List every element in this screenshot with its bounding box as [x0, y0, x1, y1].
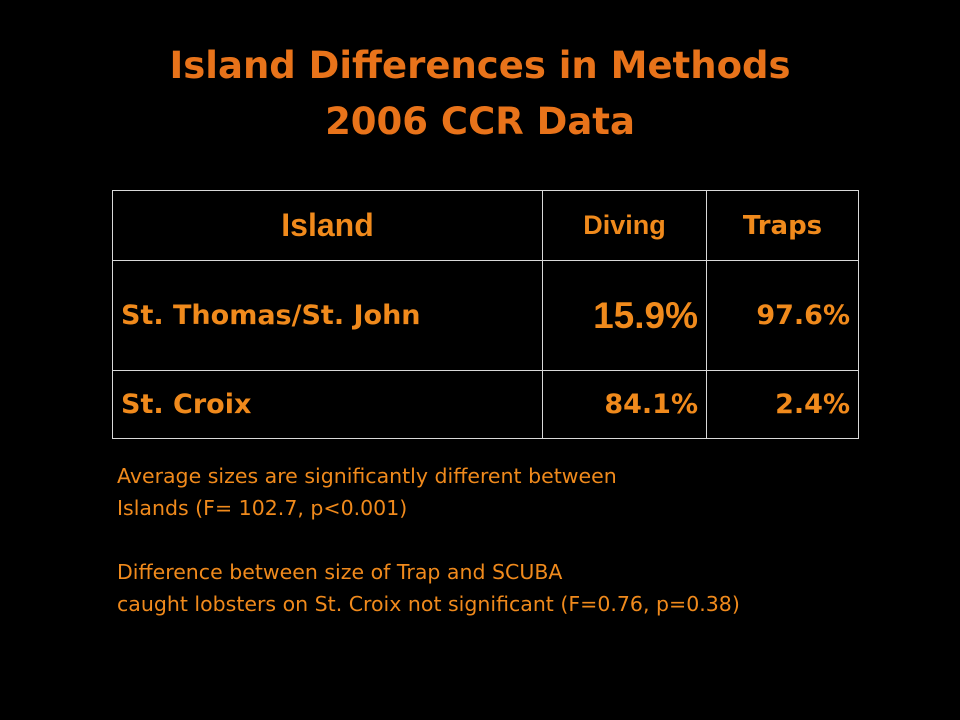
note-2-line-1: Difference between size of Trap and SCUB… [117, 560, 563, 584]
cell-traps: 2.4% [706, 370, 859, 439]
cell-diving: 15.9% [542, 260, 707, 371]
note-2-line-2: caught lobsters on St. Croix not signifi… [117, 592, 740, 616]
slide-title-line-1: Island Differences in Methods [169, 44, 791, 87]
notes-text: Average sizes are significantly differen… [117, 460, 917, 620]
methods-table: Island Diving Traps St. Thomas/St. John … [112, 190, 859, 439]
slide-title-line-2: 2006 CCR Data [325, 100, 635, 143]
note-1-line-2: Islands (F= 102.7, p<0.001) [117, 496, 408, 520]
table-row: St. Croix 84.1% 2.4% [112, 370, 859, 439]
cell-island: St. Thomas/St. John [112, 260, 543, 371]
table-header-row: Island Diving Traps [112, 190, 859, 261]
cell-diving: 84.1% [542, 370, 707, 439]
cell-traps: 97.6% [706, 260, 859, 371]
header-diving: Diving [542, 190, 707, 261]
note-1-line-1: Average sizes are significantly differen… [117, 464, 617, 488]
note-spacer [117, 524, 917, 556]
cell-island: St. Croix [112, 370, 543, 439]
header-traps: Traps [706, 190, 859, 261]
slide-title: Island Differences in Methods 2006 CCR D… [0, 38, 960, 150]
table-row: St. Thomas/St. John 15.9% 97.6% [112, 260, 859, 371]
header-island: Island [112, 190, 543, 261]
